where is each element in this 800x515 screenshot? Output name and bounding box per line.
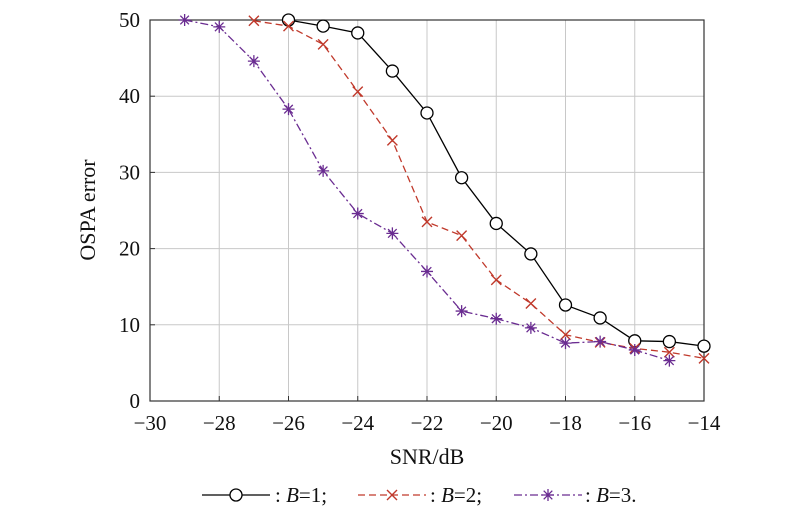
y-axis-label: OSPA error [75, 159, 100, 261]
x-tick-label: −22 [411, 411, 444, 435]
x-tick-label: −24 [341, 411, 374, 435]
x-tick-label: −26 [272, 411, 305, 435]
series-2-point [456, 230, 468, 242]
series-3-point [317, 164, 330, 177]
series-1-point [385, 64, 400, 78]
x-tick-label: −16 [618, 411, 651, 435]
x-tick-label: −20 [480, 411, 513, 435]
series-3-point [524, 321, 537, 334]
legend-item-3: : B=3. [514, 483, 637, 507]
legend-label-1: : B=1; [275, 483, 327, 507]
series-3-point [178, 14, 191, 26]
x-tick-label: −28 [203, 411, 236, 435]
series-1-point [351, 26, 365, 40]
series-3-point [421, 265, 433, 278]
series-2-point [663, 346, 675, 358]
series-2 [248, 15, 710, 364]
legend-marker-3 [542, 489, 554, 501]
x-axis-label: SNR/dB [390, 444, 465, 469]
legend-item-1: : B=1; [202, 483, 327, 507]
legend-item-2: : B=2; [358, 483, 482, 507]
y-tick-label: 50 [119, 8, 140, 32]
y-tick-label: 30 [119, 160, 140, 184]
series-2-point [283, 20, 294, 32]
series-3-point [282, 103, 295, 116]
series-3-point [594, 335, 607, 348]
legend: : B=1; : B=2; : B=3. [202, 483, 637, 507]
series-3-point [247, 55, 260, 68]
x-tick-label: −14 [688, 411, 721, 435]
series-2-point [248, 15, 260, 27]
series-layer [178, 13, 711, 367]
legend-marker-1 [229, 488, 243, 502]
series-1-point [697, 339, 711, 353]
legend-label-2: : B=2; [430, 483, 482, 507]
plot-frame [149, 19, 705, 402]
y-tick-label: 40 [119, 84, 140, 108]
series-1-point [524, 247, 538, 261]
series-1-point [558, 298, 573, 312]
series-3-line [184, 19, 670, 362]
series-2-point [490, 274, 502, 286]
series-1-point [420, 106, 434, 120]
series-1-point [281, 13, 296, 27]
y-tick-label: 0 [130, 389, 141, 413]
series-3-point [213, 20, 226, 33]
series-1-point [593, 311, 607, 325]
series-3-point [628, 343, 641, 356]
series-1-point [454, 171, 469, 185]
legend-marker-2 [386, 489, 398, 501]
series-2-line [253, 20, 705, 359]
series-3-point [490, 312, 503, 325]
x-tick-label: −30 [134, 411, 167, 435]
series-3-point [559, 337, 572, 350]
x-tick-label: −18 [549, 411, 582, 435]
grid [149, 19, 705, 402]
series-2-point [386, 134, 398, 146]
series-1 [281, 13, 711, 353]
tick-labels: −30 −28 −26 −24 −22 −20 −18 −16 −14 0 10 20 30 40 50 [119, 8, 721, 435]
series-2-point [525, 297, 537, 309]
series-2-point [698, 352, 710, 364]
series-3-point [663, 354, 676, 367]
series-3 [178, 14, 676, 367]
series-3-point [455, 305, 468, 318]
series-3-point [386, 227, 399, 240]
y-tick-label: 10 [119, 313, 140, 337]
series-2-point [560, 329, 571, 341]
series-2-point [421, 216, 433, 228]
legend-label-3: : B=3. [585, 483, 637, 507]
series-1-point [489, 216, 503, 231]
series-3-point [351, 207, 364, 220]
series-2-point [317, 38, 329, 50]
series-2-point [352, 86, 364, 98]
series-1-point [662, 334, 677, 349]
series-1-point [316, 19, 330, 33]
y-tick-label: 20 [119, 237, 140, 261]
